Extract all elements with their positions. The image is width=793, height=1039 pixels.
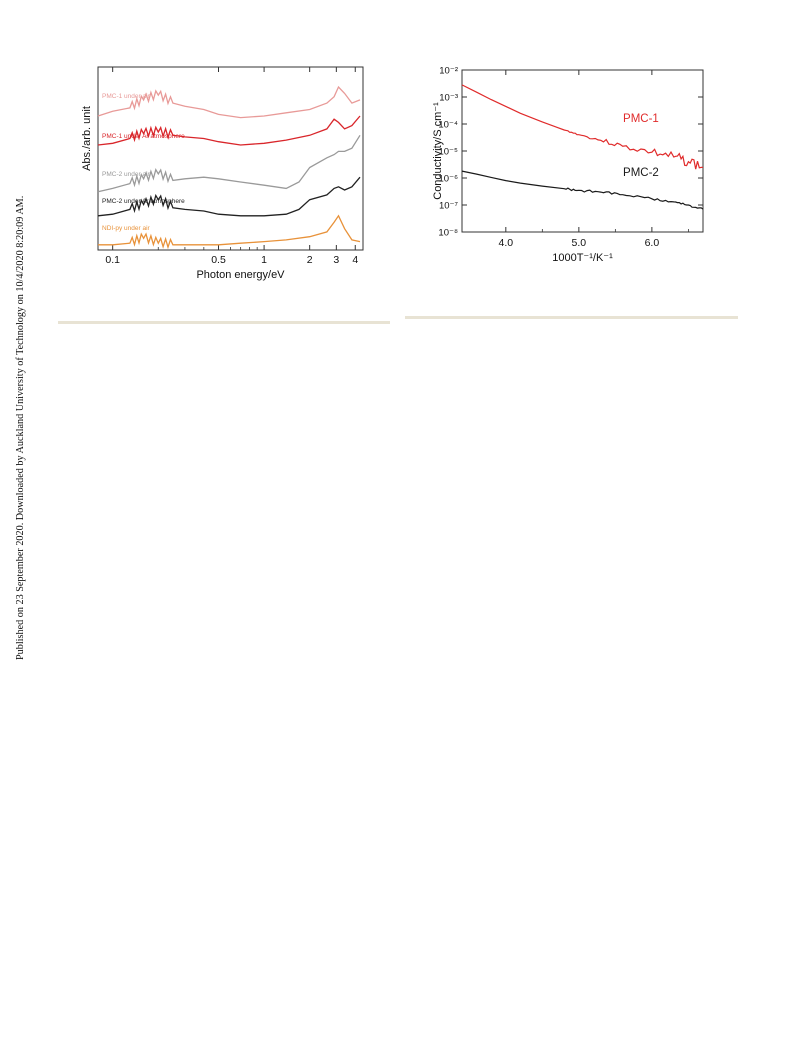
conductivity-chart: 10⁻² 10⁻³ 10⁻⁴ 10⁻⁵ 10⁻⁶ 10⁻⁷ 10⁻⁸ 4.0 5.0 6.0 100… [432,66,704,264]
x-tick-label: 3 [333,254,339,266]
series-label-1: PMC-1 under Ar atmosphere [102,133,185,140]
y-tick-label: 10⁻⁵ [438,147,458,158]
absorption-spectra-chart: 0.1 0.5 1 2 3 4 Photon energy/eV Abs./arb. unit… [81,66,364,281]
publication-side-note-text: Published on 23 September 2020. Download… [15,195,26,660]
x-tick-label: 0.1 [105,254,120,266]
x-tick-label: 4 [352,254,358,266]
series-line-2 [97,134,361,193]
x-tick-label: 0.5 [211,254,226,266]
series-line-0 [461,84,704,170]
y-tick-label: 10⁻⁸ [438,228,458,239]
series-label-4: NDI-py under air [102,225,151,232]
y-tick-label: 10⁻³ [439,93,458,104]
series-line-1 [461,170,704,210]
series-line-4 [98,214,361,250]
y-tick-label: 10⁻² [439,66,458,77]
series-line-0 [97,85,361,119]
series-label-0: PMC-1 under air [102,93,151,100]
figure-divider-right [405,316,738,319]
y-axis-label: Conductivity/S cm⁻¹ [432,102,444,200]
figure-divider-left [58,321,390,324]
y-tick-label: 10⁻⁶ [439,174,459,185]
x-tick-label: 4.0 [499,237,514,249]
y-tick-label: 10⁻⁷ [439,201,459,212]
x-tick-label: 1 [261,254,267,266]
series-label-0: PMC-1 [623,113,659,125]
series-label-3: PMC-2 under Ar atmosphere [102,198,185,205]
plot-frame [461,69,704,233]
x-axis-label: Photon energy/eV [196,269,285,281]
series-label-1: PMC-2 [623,167,659,179]
x-tick-label: 2 [307,254,313,266]
x-axis-label: 1000T⁻¹/K⁻¹ [552,252,613,264]
y-axis-label: Abs./arb. unit [81,106,93,171]
series-line-1 [97,115,361,146]
x-tick-label: 5.0 [572,237,587,249]
publication-side-note: Published on 23 September 2020. Download… [7,155,26,660]
x-tick-label: 6.0 [645,237,660,249]
series-line-3 [97,176,361,217]
y-tick-label: 10⁻⁴ [438,120,458,131]
conductivity-figure: 10⁻² 10⁻³ 10⁻⁴ 10⁻⁵ 10⁻⁶ 10⁻⁷ 10⁻⁸ 4.0 5.0 6.0 100… [428,62,728,290]
absorption-spectra-figure: 0.1 0.5 1 2 3 4 Photon energy/eV Abs./arb. unit… [78,62,368,290]
series-label-2: PMC-2 under air [102,171,151,178]
